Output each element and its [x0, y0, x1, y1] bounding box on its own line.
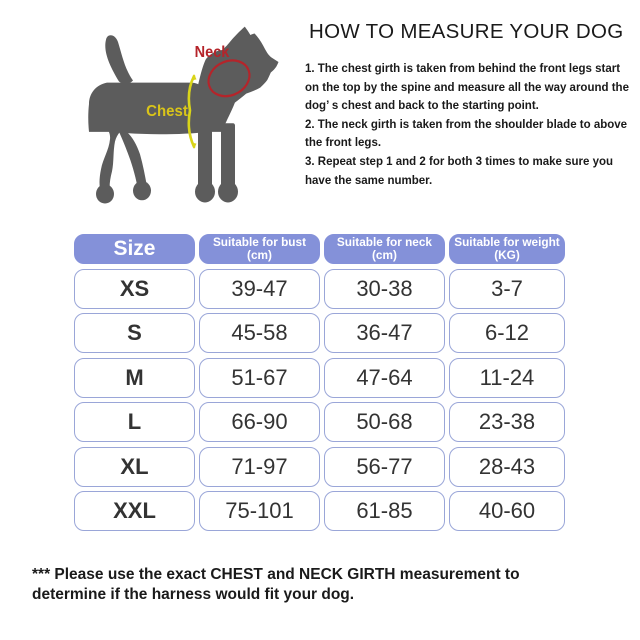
svg-text:Chest: Chest [146, 102, 188, 120]
svg-text:Neck: Neck [195, 43, 230, 61]
